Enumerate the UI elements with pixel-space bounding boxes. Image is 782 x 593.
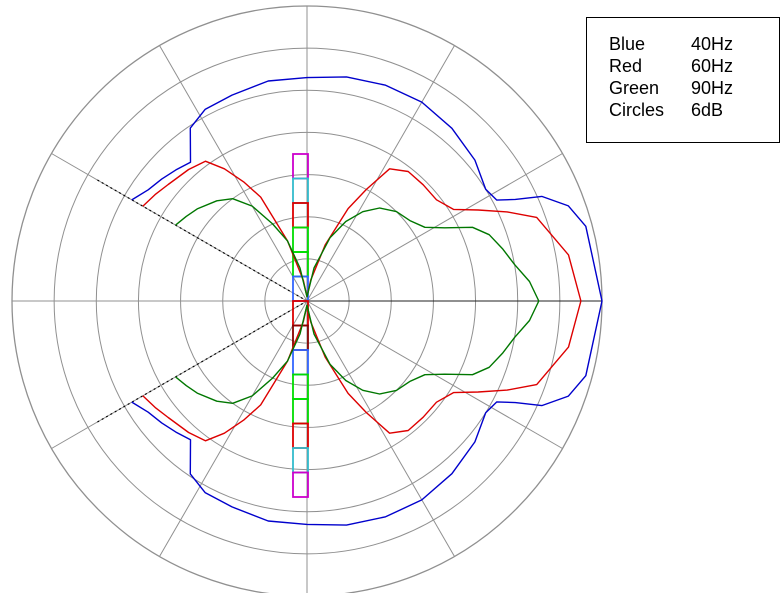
legend-name: Red (609, 56, 643, 76)
legend: Blue 40Hz Red 60Hz Green 90Hz Circles 6d… (586, 17, 780, 143)
boundary-line (94, 178, 308, 302)
grid-spoke (306, 300, 455, 557)
series-line-red (142, 160, 582, 302)
legend-value: 40Hz (691, 34, 734, 54)
element-marker (292, 177, 309, 204)
element-marker (292, 349, 309, 376)
series-line-green (175, 300, 540, 404)
series-line-red (142, 300, 582, 442)
element-marker (292, 202, 309, 229)
grid-spoke (159, 45, 308, 302)
element-marker (292, 471, 309, 498)
element-marker (292, 398, 309, 425)
legend-name: Blue (609, 34, 646, 54)
legend-value: 6dB (691, 100, 724, 120)
series-line-green (175, 198, 540, 302)
polar-grid (11, 5, 603, 593)
grid-spoke (51, 153, 308, 302)
series-lines (131, 76, 603, 526)
boundary-line (94, 300, 308, 424)
series-line-blue (131, 76, 603, 302)
grid-spoke (306, 45, 455, 302)
grid-spoke (159, 300, 308, 557)
legend-value: 60Hz (691, 56, 734, 76)
element-marker (292, 226, 309, 253)
boundary-lines (94, 178, 308, 424)
grid-spoke (51, 300, 308, 449)
element-markers (292, 153, 309, 498)
legend-name: Green (609, 78, 660, 98)
legend-name: Circles (609, 100, 665, 120)
element-marker (292, 373, 309, 400)
series-line-blue (131, 300, 603, 526)
legend-value: 90Hz (691, 78, 734, 98)
